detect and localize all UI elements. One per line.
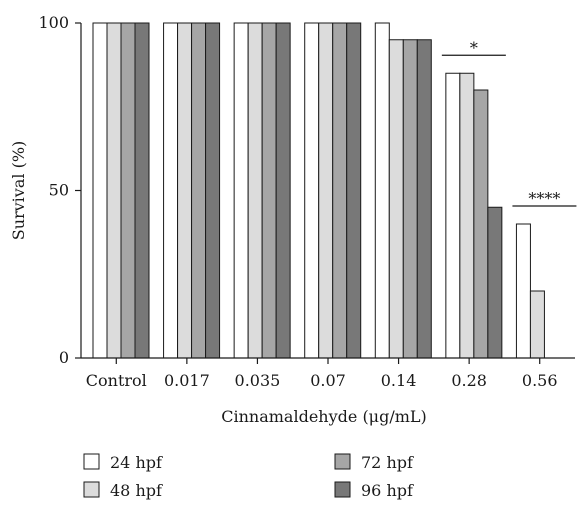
- x-tick-label: 0.14: [381, 371, 417, 390]
- y-tick-label: 50: [49, 181, 69, 200]
- bar-48-hpf-Control: [106, 22, 122, 359]
- significance-label: ****: [528, 189, 560, 208]
- x-tick-label: 0.07: [310, 371, 346, 390]
- x-tick-label: 0.56: [522, 371, 558, 390]
- legend-label: 96 hpf: [361, 481, 414, 500]
- bar-96-hpf-0.28: [487, 206, 503, 359]
- bars-group: [92, 22, 545, 359]
- x-axis-title: Cinnamaldehyde (μg/mL): [221, 407, 427, 426]
- bar-96-hpf-0.14: [416, 39, 432, 359]
- bar-72-hpf-Control: [120, 22, 136, 359]
- legend-label: 48 hpf: [110, 481, 163, 500]
- legend-swatch: [334, 453, 351, 470]
- y-axis-ticks: 0 50 100: [38, 13, 81, 367]
- bar-72-hpf-0.017: [191, 22, 207, 359]
- bar-72-hpf-0.07: [332, 22, 348, 359]
- x-axis-ticks: Control 0.017 0.035 0.07 0.14 0.28 0.56: [86, 358, 558, 390]
- legend-swatch: [83, 481, 100, 498]
- bar-24-hpf-0.56: [515, 223, 531, 359]
- bar-48-hpf-0.035: [247, 22, 263, 359]
- bar-24-hpf-0.035: [233, 22, 249, 359]
- bar-72-hpf-0.035: [261, 22, 277, 359]
- bar-24-hpf-0.017: [163, 22, 179, 359]
- y-tick-label: 100: [38, 13, 69, 32]
- bar-48-hpf-0.56: [529, 290, 545, 359]
- bar-48-hpf-0.28: [459, 72, 475, 359]
- legend: 24 hpf 48 hpf 72 hpf 96 hpf: [83, 453, 414, 500]
- legend-label: 72 hpf: [361, 453, 414, 472]
- bar-24-hpf-0.14: [374, 22, 390, 359]
- x-tick-label: 0.28: [451, 371, 487, 390]
- legend-swatch: [334, 481, 351, 498]
- legend-swatch: [83, 453, 100, 470]
- x-tick-label: 0.035: [235, 371, 281, 390]
- bar-24-hpf-0.28: [445, 72, 461, 359]
- bar-72-hpf-0.14: [402, 39, 418, 359]
- bar-96-hpf-0.07: [346, 22, 362, 359]
- significance-label: *: [470, 38, 478, 57]
- x-tick-label: Control: [86, 371, 147, 390]
- bar-48-hpf-0.14: [388, 39, 404, 359]
- bar-96-hpf-Control: [134, 22, 150, 359]
- y-axis-title: Survival (%): [9, 141, 28, 241]
- significance-annotations: *****: [441, 38, 577, 208]
- legend-label: 24 hpf: [110, 453, 163, 472]
- y-tick-label: 0: [59, 348, 69, 367]
- bar-24-hpf-Control: [92, 22, 108, 359]
- bar-24-hpf-0.07: [304, 22, 320, 359]
- bar-48-hpf-0.017: [177, 22, 193, 359]
- x-tick-label: 0.017: [164, 371, 210, 390]
- bar-96-hpf-0.035: [275, 22, 291, 359]
- bar-72-hpf-0.28: [473, 89, 489, 359]
- bar-48-hpf-0.07: [318, 22, 334, 359]
- bar-96-hpf-0.017: [205, 22, 221, 359]
